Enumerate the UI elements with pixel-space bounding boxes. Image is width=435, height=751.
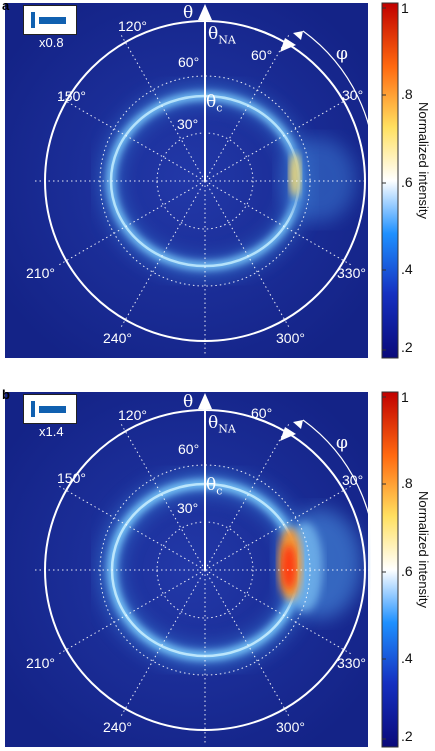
- theta-tick-30: 30°: [177, 500, 199, 516]
- phi-tick-300: 300°: [276, 719, 305, 735]
- colorbar-tick: .8: [401, 86, 413, 102]
- theta-tick-60: 60°: [178, 441, 200, 457]
- panel-b: b x1.4 θ θNA θc φ 60° 30° 120° 60° 150° …: [0, 387, 435, 749]
- scale-bar-inset: [23, 394, 77, 424]
- scale-bar-inset: [23, 5, 77, 35]
- colorbar-tick: .8: [401, 475, 413, 491]
- scale-bar-vertical: [31, 401, 35, 417]
- colorbar-title: Normalized intensity: [416, 491, 431, 609]
- scale-bar-horizontal: [39, 17, 66, 24]
- phi-tick-120: 120°: [118, 18, 147, 34]
- hotspot: [289, 153, 301, 197]
- colorbar-tick: .6: [401, 563, 413, 579]
- scale-bar-vertical: [31, 12, 35, 28]
- colorbar-title: Normalized intensity: [416, 102, 431, 220]
- phi-tick-330: 330°: [337, 655, 366, 671]
- phi-tick-330: 330°: [337, 265, 366, 281]
- phi-label: φ: [336, 433, 348, 453]
- phi-label: φ: [336, 44, 348, 64]
- colorbar-tick: .4: [401, 261, 413, 277]
- colorbar-tick: 1: [401, 389, 409, 405]
- magnification-label: x1.4: [39, 424, 64, 439]
- phi-arrow-inner: [280, 427, 296, 441]
- theta-label: θ: [183, 392, 194, 412]
- colorbar: [381, 2, 399, 359]
- phi-tick-60: 60°: [251, 405, 273, 421]
- theta-axis-arrow: [198, 393, 212, 409]
- theta-label: θ: [183, 3, 194, 23]
- polar-grid: [35, 32, 375, 355]
- theta-na-label: θNA: [208, 24, 236, 47]
- phi-tick-210: 210°: [26, 655, 55, 671]
- colorbar: [381, 391, 399, 748]
- phi-tick-240: 240°: [103, 330, 132, 346]
- panel-label: b: [2, 387, 10, 402]
- polar-image-b: [5, 391, 399, 748]
- phi-tick-150: 150°: [57, 470, 86, 486]
- polar-image-a: [5, 2, 399, 359]
- phi-tick-210: 210°: [26, 265, 55, 281]
- phi-arc: [302, 30, 376, 182]
- theta-tick-60: 60°: [178, 54, 200, 70]
- theta-c-label: θc: [206, 92, 223, 115]
- colorbar-tick: .2: [401, 339, 413, 355]
- phi-arc: [302, 419, 376, 571]
- polar-grid: [35, 421, 375, 744]
- phi-tick-30: 30°: [342, 472, 364, 488]
- colorbar-tick: 1: [401, 0, 409, 16]
- theta-axis-arrow: [198, 4, 212, 20]
- phi-tick-150: 150°: [57, 88, 86, 104]
- colorbar-tick: .2: [401, 728, 413, 744]
- theta-tick-30: 30°: [177, 116, 199, 132]
- colorbar-tick: .4: [401, 650, 413, 666]
- phi-tick-60: 60°: [251, 47, 273, 63]
- panel-label: a: [2, 0, 10, 13]
- scale-bar-horizontal: [39, 406, 66, 413]
- phi-arrow-inner: [280, 38, 296, 52]
- theta-c-label: θc: [206, 475, 223, 498]
- magnification-label: x0.8: [39, 35, 64, 50]
- phi-tick-300: 300°: [276, 330, 305, 346]
- phi-tick-120: 120°: [118, 407, 147, 423]
- theta-na-label: θNA: [208, 413, 236, 436]
- phi-tick-30: 30°: [342, 87, 364, 103]
- panel-a: a x0.8 θ θNA θc φ 60° 30° 120° 60° 150° …: [0, 0, 435, 360]
- colorbar-tick: .6: [401, 174, 413, 190]
- phi-tick-240: 240°: [103, 719, 132, 735]
